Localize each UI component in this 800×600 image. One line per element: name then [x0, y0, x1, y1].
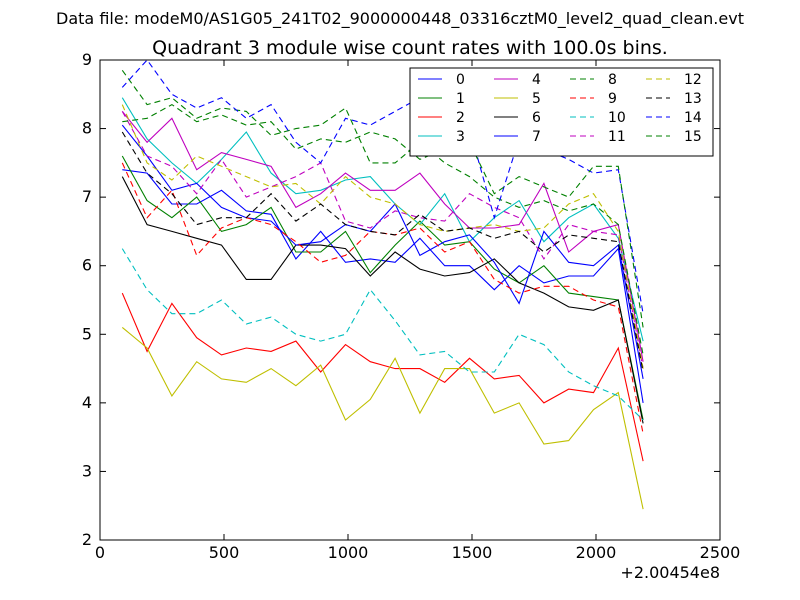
legend-label-3: 3 [456, 129, 465, 145]
x-offset-label: +2.00454e8 [620, 563, 720, 582]
y-tick-label: 8 [82, 119, 92, 138]
series-lines [121, 59, 644, 510]
x-tick-label: 2500 [700, 543, 741, 562]
plot-frame [99, 59, 721, 541]
series-line-15 [122, 103, 644, 328]
legend-label-5: 5 [532, 91, 541, 107]
legend-label-0: 0 [456, 72, 465, 88]
legend-label-8: 8 [608, 72, 617, 88]
series-line-10 [121, 248, 644, 421]
series-line-5 [121, 326, 644, 510]
legend-label-13: 13 [684, 91, 702, 107]
y-tick-label: 9 [82, 50, 92, 69]
x-tick-label: 500 [209, 543, 240, 562]
legend-label-10: 10 [608, 110, 626, 126]
y-tick-label: 4 [82, 393, 92, 412]
suptitle: Data file: modeM0/AS1G05_241T02_90000004… [56, 9, 744, 29]
legend-label-9: 9 [608, 91, 617, 107]
axis-ticks: 0 500 1000 1500 2000 2500 2 3 4 5 6 7 8 9 [82, 50, 741, 562]
legend-label-12: 12 [684, 72, 702, 88]
x-tick-label: 2000 [576, 543, 617, 562]
series-line-9 [121, 162, 644, 434]
series-line-2 [121, 292, 644, 462]
legend-label-1: 1 [456, 91, 465, 107]
series-line-12 [121, 104, 644, 369]
y-tick-label: 2 [82, 530, 92, 549]
series-line-8 [121, 69, 644, 356]
legend-box [409, 67, 714, 157]
series-line-6 [121, 176, 644, 424]
chart-title: Quadrant 3 module wise count rates with … [152, 37, 668, 59]
series-line-7 [121, 124, 644, 380]
series-line-1 [121, 155, 644, 421]
x-tick-label: 1500 [452, 543, 493, 562]
y-tick-label: 3 [82, 461, 92, 480]
legend-label-2: 2 [456, 110, 465, 126]
y-tick-label: 7 [82, 187, 92, 206]
legend-label-15: 15 [684, 129, 702, 145]
y-tick-label: 5 [82, 324, 92, 343]
y-tick-label: 6 [82, 256, 92, 275]
legend-label-4: 4 [532, 72, 541, 88]
x-tick-label: 0 [95, 543, 105, 562]
legend-label-6: 6 [532, 110, 541, 126]
x-tick-label: 1000 [328, 543, 369, 562]
legend-label-11: 11 [608, 129, 626, 145]
series-line-13 [121, 131, 644, 373]
legend-label-7: 7 [532, 129, 541, 145]
series-line-11 [121, 111, 644, 369]
legend-label-14: 14 [684, 110, 702, 126]
